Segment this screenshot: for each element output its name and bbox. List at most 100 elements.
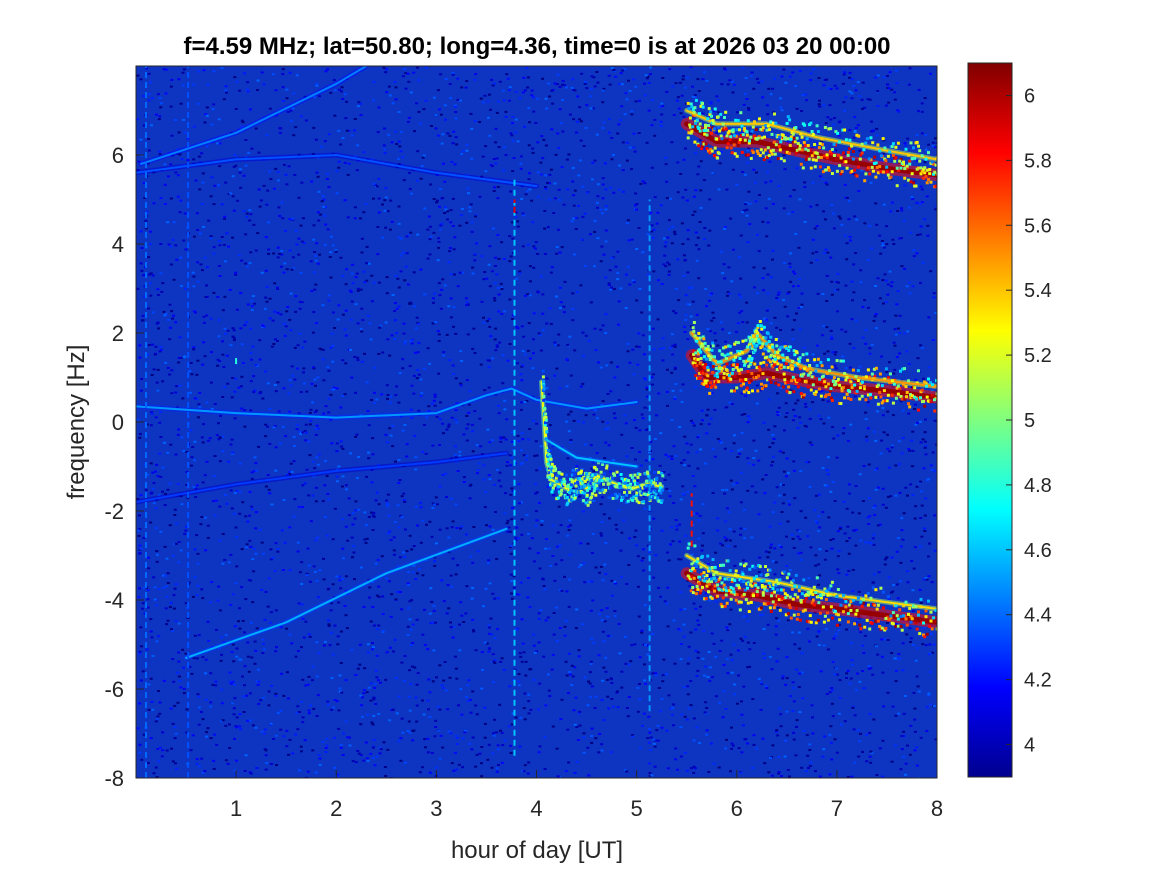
noise-speck [919,441,923,444]
noise-speck [778,522,782,525]
noise-speck [810,443,814,446]
noise-speck [163,183,167,186]
noise-speck [443,104,447,107]
noise-speck [929,671,933,673]
noise-speck [511,116,515,118]
noise-speck [534,241,538,244]
noise-speck [811,181,815,184]
noise-speck [604,428,608,431]
noise-speck [743,635,747,638]
noise-speck [519,581,523,584]
noise-speck [441,422,444,425]
noise-speck [335,192,339,195]
noise-speck [526,349,530,352]
noise-speck [499,729,502,732]
noise-speck [724,539,728,542]
noise-speck [743,413,747,416]
noise-speck [718,650,722,652]
noise-speck [837,629,841,632]
noise-speck [309,408,313,411]
noise-speck [881,775,884,778]
noise-speck [701,78,705,81]
noise-speck [264,590,268,593]
noise-speck [826,87,830,90]
noise-speck [595,417,599,420]
noise-speck [527,144,531,147]
noise-speck [880,240,884,242]
noise-speck [703,238,706,240]
noise-speck [761,277,765,280]
noise-speck [322,644,326,647]
noise-speck [341,475,345,478]
noise-speck [337,160,341,163]
noise-speck [301,678,305,681]
noise-speck [705,707,709,709]
noise-speck [383,127,386,130]
noise-speck [601,89,605,92]
noise-speck [593,707,597,709]
noise-speck [698,139,702,142]
noise-speck [158,150,162,153]
noise-speck [778,494,782,497]
noise-speck [632,373,636,376]
noise-speck [853,215,857,218]
noise-speck [721,488,725,491]
noise-speck [377,624,381,627]
noise-speck [379,748,383,751]
noise-speck [908,753,912,756]
noise-speck [362,211,366,214]
noise-speck [768,655,772,658]
noise-speck [926,224,930,227]
noise-speck [471,430,475,433]
noise-speck [166,221,170,224]
noise-speck [594,349,598,352]
noise-speck [632,78,636,81]
noise-speck [628,361,632,364]
noise-speck [933,419,937,422]
noise-speck [882,431,886,434]
noise-speck [537,332,541,335]
noise-speck [722,690,726,693]
noise-speck [231,327,235,330]
noise-speck [548,695,552,698]
noise-speck [492,483,496,486]
noise-speck [256,89,259,91]
noise-speck [544,619,548,622]
noise-speck [204,549,208,552]
noise-speck [356,105,360,108]
noise-speck [562,305,566,308]
noise-speck [613,417,617,419]
noise-speck [324,751,328,753]
noise-speck [620,83,624,86]
noise-speck [426,257,430,260]
noise-speck [698,742,702,745]
noise-speck [925,195,929,198]
noise-speck [332,388,336,391]
noise-speck [730,403,734,405]
noise-speck [323,243,327,246]
noise-speck [454,377,458,380]
noise-speck [620,670,624,673]
noise-speck [624,273,628,276]
noise-speck [832,437,836,440]
noise-speck [335,450,339,453]
noise-speck [635,479,639,482]
noise-speck [223,327,227,330]
noise-speck [201,481,205,484]
noise-speck [495,770,499,773]
noise-speck [196,416,200,419]
noise-speck [608,83,612,86]
noise-speck [465,696,468,699]
noise-speck [159,243,163,245]
noise-speck [652,348,656,351]
noise-speck [235,308,239,311]
noise-speck [423,608,426,611]
noise-speck [882,705,886,708]
noise-speck [672,619,676,622]
noise-speck [567,529,571,531]
noise-speck [192,83,196,86]
noise-speck [433,560,437,563]
noise-speck [221,340,224,343]
noise-speck [601,212,604,215]
noise-speck [897,657,901,660]
